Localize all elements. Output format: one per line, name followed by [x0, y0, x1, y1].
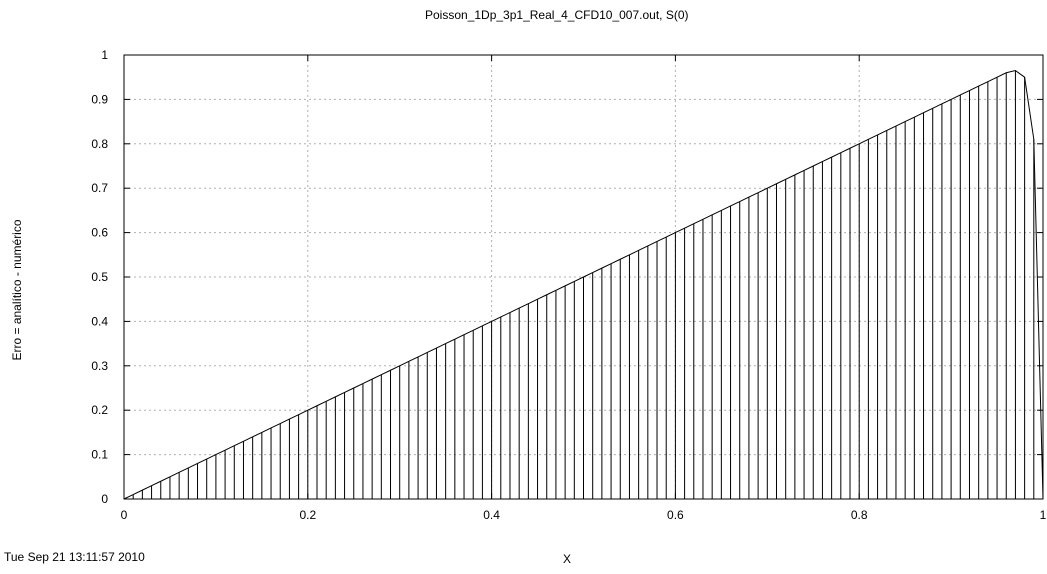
y-tick-label: 0.7	[91, 181, 108, 195]
y-tick-label: 0.1	[91, 448, 108, 462]
impulse-bars	[132, 70, 1035, 499]
chart-title: Poisson_1Dp_3p1_Real_4_CFD10_007.out, S(…	[425, 8, 689, 22]
x-tick-label: 0.4	[483, 508, 500, 522]
y-tick-label: 0.6	[91, 226, 108, 240]
x-axis-label: X	[563, 552, 572, 566]
x-axis-ticks: 0 0.2 0.4 0.6 0.8 1	[121, 55, 1047, 522]
x-tick-label: 0.6	[667, 508, 684, 522]
x-tick-label: 0.8	[851, 508, 868, 522]
y-tick-label: 0.4	[91, 314, 108, 328]
timestamp: Tue Sep 21 13:11:57 2010	[4, 550, 145, 564]
y-axis-label: Erro = analítico - numérico	[10, 219, 24, 361]
y-tick-label: 0	[101, 492, 108, 506]
y-tick-label: 0.3	[91, 359, 108, 373]
y-tick-label: 0.5	[91, 270, 108, 284]
x-tick-label: 1	[1040, 508, 1047, 522]
y-tick-label: 0.9	[91, 92, 108, 106]
y-tick-label: 0.8	[91, 137, 108, 151]
y-axis-ticks: 0 0.1 0.2 0.3 0.4 0.5 0.6 0.7 0.8 0.9 1	[91, 48, 1043, 506]
series-line	[123, 69, 1044, 500]
x-tick-label: 0	[121, 508, 128, 522]
y-tick-label: 1	[101, 48, 108, 62]
x-tick-label: 0.2	[299, 508, 316, 522]
y-tick-label: 0.2	[91, 403, 108, 417]
